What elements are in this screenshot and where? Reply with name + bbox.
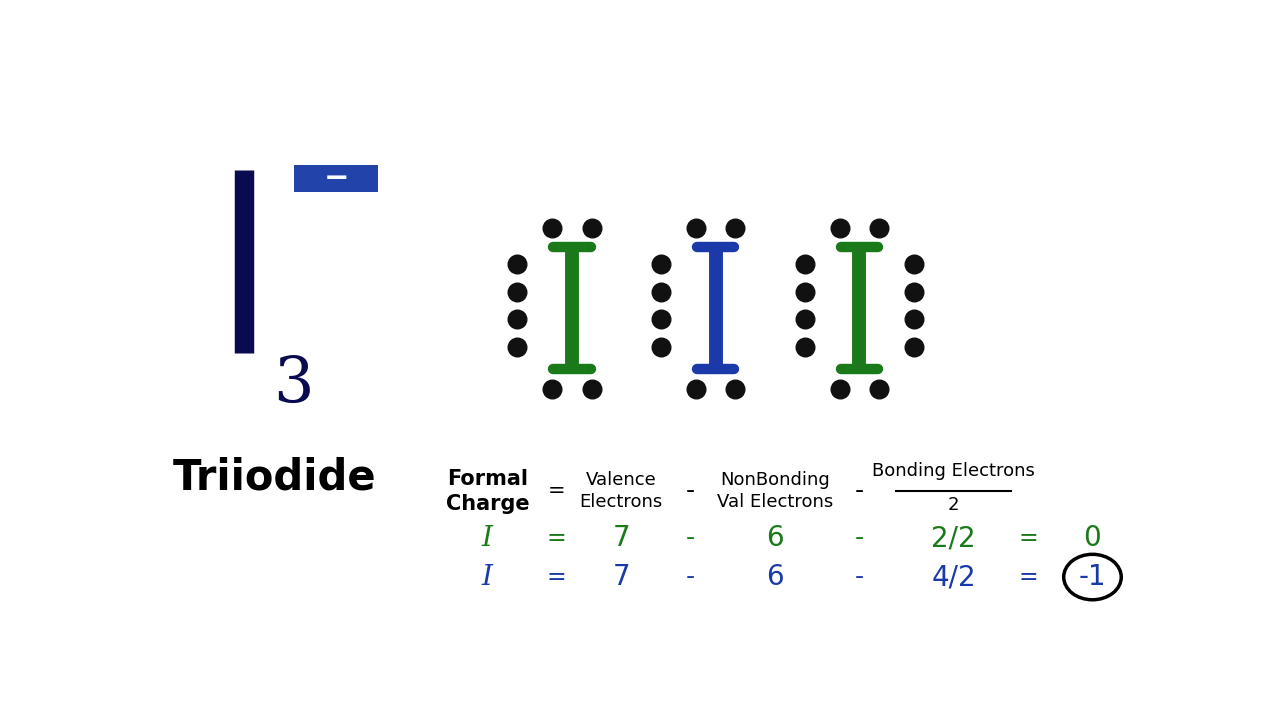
Text: -: - — [686, 565, 695, 589]
Text: 2/2: 2/2 — [932, 524, 975, 552]
Point — [581, 383, 602, 395]
Point — [541, 383, 562, 395]
Point — [869, 222, 890, 233]
Text: NonBonding
Val Electrons: NonBonding Val Electrons — [717, 471, 833, 511]
Point — [904, 258, 924, 269]
Point — [507, 286, 527, 297]
Text: 3: 3 — [274, 355, 314, 416]
Point — [795, 313, 815, 325]
Text: -1: -1 — [1079, 563, 1106, 591]
Text: 6: 6 — [767, 524, 783, 552]
Text: I: I — [481, 564, 493, 590]
Point — [904, 313, 924, 325]
Point — [686, 383, 707, 395]
Point — [904, 286, 924, 297]
Point — [507, 341, 527, 353]
FancyBboxPatch shape — [294, 165, 379, 192]
Text: =: = — [547, 565, 567, 589]
Text: −: − — [324, 164, 349, 193]
Text: 7: 7 — [612, 524, 630, 552]
Text: 4/2: 4/2 — [932, 563, 975, 591]
Text: Formal
Charge: Formal Charge — [445, 469, 529, 513]
Text: -: - — [855, 479, 864, 503]
Point — [726, 383, 746, 395]
Point — [581, 222, 602, 233]
Point — [650, 258, 671, 269]
Text: I: I — [481, 525, 493, 552]
Point — [829, 383, 850, 395]
Text: -: - — [855, 565, 864, 589]
Text: =: = — [1018, 565, 1038, 589]
Point — [507, 258, 527, 269]
Point — [904, 341, 924, 353]
Text: -: - — [855, 526, 864, 550]
Point — [507, 313, 527, 325]
Text: Valence
Electrons: Valence Electrons — [580, 471, 663, 511]
Point — [541, 222, 562, 233]
Point — [795, 258, 815, 269]
Text: =: = — [1018, 526, 1038, 550]
Point — [650, 341, 671, 353]
Point — [795, 341, 815, 353]
Point — [869, 383, 890, 395]
Point — [686, 222, 707, 233]
Text: 7: 7 — [612, 563, 630, 591]
Point — [829, 222, 850, 233]
Text: =: = — [547, 526, 567, 550]
Text: Triiodide: Triiodide — [173, 456, 376, 498]
Text: 2: 2 — [948, 496, 959, 514]
Point — [795, 286, 815, 297]
Text: -: - — [686, 526, 695, 550]
Text: =: = — [548, 481, 566, 501]
Text: -: - — [686, 479, 695, 503]
Point — [650, 313, 671, 325]
Point — [726, 222, 746, 233]
Text: 0: 0 — [1084, 524, 1101, 552]
Text: 6: 6 — [767, 563, 783, 591]
Text: Bonding Electrons: Bonding Electrons — [872, 462, 1036, 480]
Point — [650, 286, 671, 297]
